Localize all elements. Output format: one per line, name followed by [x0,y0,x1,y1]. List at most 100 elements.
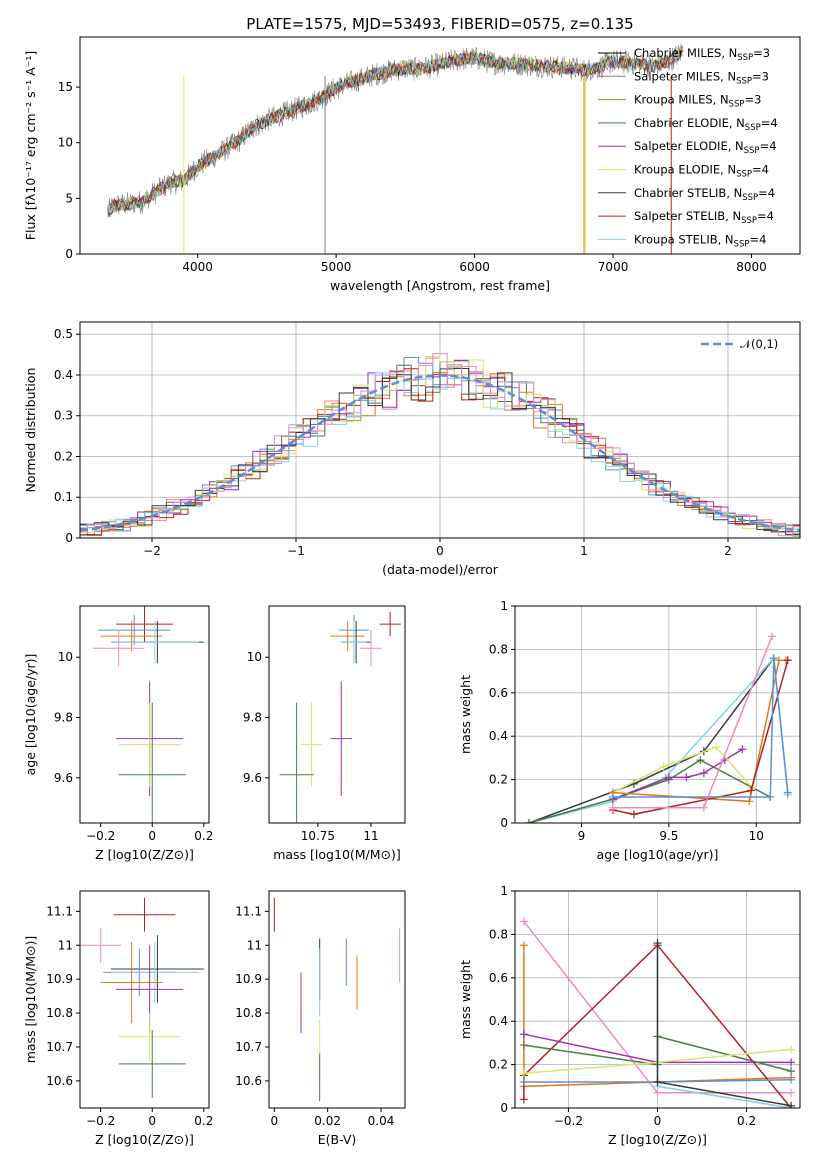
weight-marker-8-0 [653,939,662,948]
x-tick-label: 10 [749,829,764,843]
weight-marker-6-3 [783,656,792,665]
weight-line-3 [612,748,743,800]
weight-marker-0-2 [787,1088,796,1097]
plot-area-age-vs-mass [279,612,401,823]
y-tick-label: 0.2 [489,1058,508,1072]
weight-marker-8-0 [608,803,617,812]
x-tick-label: 1 [580,544,588,558]
axes-residuals: −2 −1 0 1 2 0 0.1 0.2 0.3 0.4 0.5 (data-model)/erro… [23,321,801,577]
x-tick-label: −0.2 [554,1114,583,1128]
y-tick-label: 11 [247,938,262,952]
weight-marker-5-2 [787,1045,796,1054]
y-axis-label: mass weight [458,960,473,1039]
x-tick-label: −2 [143,544,161,558]
weight-marker-5-1 [745,797,754,806]
panel-age-vs-mass: 10.75 11 9.6 9.8 10 mass [log10(M/M⊙)] [243,605,406,862]
y-tick-label: 10.7 [235,1040,262,1054]
model-spectrum-8 [107,49,683,216]
x-tick-label: 0.2 [194,1114,213,1128]
y-tick-label: 11.1 [46,904,73,918]
y-tick-label: 0.4 [54,368,73,382]
weight-line-2 [523,944,792,1108]
x-tick-label: −1 [287,544,305,558]
x-tick-label: 0 [148,829,156,843]
weight-marker-3-2 [682,773,691,782]
figure-title: PLATE=1575, MJD=53493, FIBERID=0575, z=0… [246,15,633,33]
x-tick-label: 0.02 [314,1114,341,1128]
panel-massweight-vs-Z: −0.2 0 0.2 0 0.2 0.4 0.6 0.8 1 Z [log10(Z/Z⊙)] mas… [458,884,801,1147]
axes-mass-vs-Z: −0.2 0 0.2 10.6 10.7 10.8 10.9 11 11.1 Z [log10(Z… [23,890,213,1147]
y-tick-label: 0.1 [54,490,73,504]
weight-marker-8-2 [768,632,777,641]
panel-age-vs-Z: −0.2 0 0.2 9.6 9.8 10 Z [log10(Z/Z⊙)] age [log1… [23,605,213,862]
y-tick-label: 0.5 [54,327,73,341]
y-tick-label: 0 [500,1101,508,1115]
y-tick-label: 0.3 [54,409,73,423]
weight-marker-3-3 [699,769,708,778]
panel-mass-vs-ebv: 0 0.02 0.04 10.6 10.7 10.8 10.9 11 11.1 E(B-V) [235,890,406,1147]
y-tick-label: 0 [65,531,73,545]
model-spectrum-6 [107,51,683,216]
plot-area-residuals [80,353,800,537]
weight-line-5 [612,659,786,803]
y-tick-label: 9.8 [243,711,262,725]
y-tick-label: 15 [58,80,73,94]
axes-frame [79,36,801,255]
plot-area-mass-vs-ebv [273,897,401,1102]
y-tick-label: 0.4 [489,729,508,743]
x-axis-label: wavelength [Angstrom, rest frame] [330,278,550,293]
x-tick-label: 0 [148,1114,156,1128]
weight-marker-4-2 [712,743,721,752]
weight-marker-7-3 [783,788,792,797]
y-tick-label: 1 [500,884,508,898]
weight-marker-4-1 [659,762,668,771]
weight-marker-7-0 [608,792,617,801]
y-axis-label: mass [log10(M/M⊙)] [23,936,38,1064]
axes-spectrum: 4000 5000 6000 7000 8000 0 5 10 15 wavelength [An… [23,36,801,293]
spectrum-legend: Chabrier MILES, NSSP=3 Salpeter MILES, NS… [598,46,778,249]
legend-label-gaussian: 𝒩(0,1) [740,337,778,351]
panel-mass-vs-Z: −0.2 0 0.2 10.6 10.7 10.8 10.9 11 11.1 Z [log10(Z… [23,890,213,1147]
weight-marker-5-2 [775,656,784,665]
legend-label-0: Chabrier MILES, NSSP=3 [634,46,770,63]
model-spectrum-7 [107,46,683,217]
weight-line-6 [612,660,789,816]
panel-residuals: −2 −1 0 1 2 0 0.1 0.2 0.3 0.4 0.5 (data-model)/erro… [23,321,801,577]
legend-label-8: Kroupa STELIB, NSSP=4 [634,232,766,249]
x-tick-label: 9 [578,829,586,843]
weight-marker-5-0 [519,1069,528,1078]
legend-label-4: Salpeter ELODIE, NSSP=4 [634,139,777,156]
y-axis-label: Flux [fλ10⁻¹⁷ erg cm⁻² s⁻¹ A⁻¹] [23,51,38,240]
y-tick-label: 0.4 [489,1014,508,1028]
x-axis-label: Z [log10(Z/Z⊙)] [95,847,194,862]
y-tick-label: 5 [65,191,73,205]
y-tick-label: 11.1 [235,904,262,918]
y-tick-label: 10 [247,650,262,664]
weight-marker-6-0 [519,1077,528,1086]
y-tick-label: 10.8 [46,1006,73,1020]
weight-marker-4-3 [787,1067,796,1076]
x-tick-label: 0.2 [194,829,213,843]
plot-area-mass-vs-Z [80,897,204,1098]
gaussian-curve [80,374,800,533]
x-axis-label: (data-model)/error [382,562,499,577]
weight-marker-0-0 [519,917,528,926]
x-axis-label: mass [log10(M/M⊙)] [273,847,401,862]
y-tick-label: 10 [58,650,73,664]
plot-area-spectrum [107,43,683,254]
y-tick-label: 11 [58,938,73,952]
plot-area-massweight-vs-age [524,632,792,823]
weight-marker-6-1 [629,810,638,819]
weight-line-7 [612,658,789,798]
y-tick-label: 0.8 [489,642,508,656]
y-tick-label: 0 [65,247,73,261]
weight-marker-3-2 [787,1058,796,1067]
x-axis-label: Z [log10(Z/Z⊙)] [95,1132,194,1147]
x-tick-label: 0 [436,544,444,558]
legend-label-2: Kroupa MILES, NSSP=3 [634,93,761,110]
y-tick-label: 10.7 [46,1040,73,1054]
x-tick-label: −0.2 [86,1114,115,1128]
weight-line-0 [528,657,775,823]
